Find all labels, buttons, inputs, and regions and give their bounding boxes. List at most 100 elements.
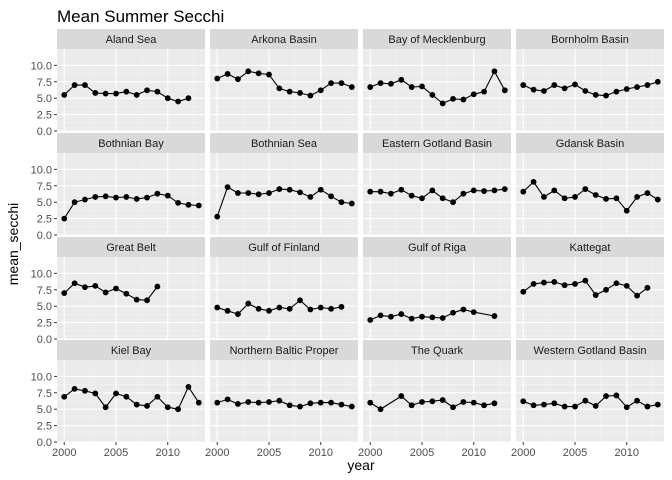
data-point xyxy=(491,187,498,194)
data-point xyxy=(102,90,109,97)
data-point xyxy=(185,201,192,208)
data-point xyxy=(603,286,609,293)
data-point xyxy=(377,188,384,195)
data-point xyxy=(470,187,477,194)
facet-panel: Gulf of Riga xyxy=(363,237,511,340)
data-point xyxy=(644,190,651,196)
facet-strip xyxy=(210,237,358,257)
data-point xyxy=(214,213,221,220)
data-point xyxy=(603,393,609,399)
data-point xyxy=(245,300,252,307)
data-point xyxy=(224,396,231,403)
y-tick-label: 0.0 xyxy=(37,437,52,449)
data-point xyxy=(551,82,558,88)
data-point xyxy=(582,186,589,192)
data-point xyxy=(164,95,171,102)
y-tick-label: 5.0 xyxy=(37,301,52,313)
data-point xyxy=(613,392,620,399)
data-point xyxy=(460,96,467,103)
data-point xyxy=(185,383,192,390)
data-point xyxy=(450,95,456,102)
data-point xyxy=(367,84,374,90)
data-point xyxy=(450,199,456,206)
y-tick-label: 10.0 xyxy=(31,60,52,72)
data-point xyxy=(348,84,355,90)
data-point xyxy=(613,88,620,95)
data-point xyxy=(623,86,630,92)
data-point xyxy=(82,196,88,203)
data-point xyxy=(123,88,130,95)
data-point xyxy=(266,71,272,78)
facet-strip xyxy=(363,29,511,49)
facet-panel: Aland Sea 0.0 2.5 5.0 7.5 10.0 xyxy=(31,29,205,138)
data-point xyxy=(144,403,150,409)
data-point xyxy=(419,195,425,202)
data-point xyxy=(286,402,293,409)
data-point xyxy=(113,194,119,201)
data-point xyxy=(541,401,547,408)
data-point xyxy=(367,188,374,195)
data-point xyxy=(460,399,467,405)
data-point xyxy=(338,80,345,87)
x-tick-label: 2010 xyxy=(155,447,179,459)
data-point xyxy=(102,404,109,411)
data-point xyxy=(450,309,456,316)
data-point xyxy=(286,88,293,95)
data-point xyxy=(561,195,568,202)
facet-strip-label: Gulf of Finland xyxy=(248,242,320,254)
data-point xyxy=(481,188,487,194)
data-point xyxy=(133,196,140,202)
data-point xyxy=(644,403,651,410)
facet-strip xyxy=(57,237,205,257)
data-point xyxy=(92,390,99,397)
data-point xyxy=(367,399,374,406)
data-point xyxy=(470,309,477,316)
data-point xyxy=(92,282,99,289)
data-point xyxy=(634,292,640,299)
data-point xyxy=(328,193,334,200)
data-point xyxy=(82,82,88,88)
data-point xyxy=(224,184,231,191)
facet-strip xyxy=(210,340,358,360)
data-point xyxy=(592,92,599,98)
data-point xyxy=(297,403,303,410)
data-point xyxy=(450,404,456,411)
data-point xyxy=(123,290,130,297)
data-point xyxy=(491,68,498,75)
data-point xyxy=(317,186,324,193)
facet-strip xyxy=(516,29,664,49)
data-point xyxy=(634,194,640,200)
data-point xyxy=(255,305,262,312)
data-point xyxy=(71,82,78,88)
data-point xyxy=(520,288,527,295)
data-point xyxy=(297,90,303,96)
y-tick-label: 2.5 xyxy=(37,421,52,433)
data-point xyxy=(297,189,303,196)
data-point xyxy=(338,303,345,310)
x-tick-label: 2000 xyxy=(205,447,229,459)
data-point xyxy=(307,306,314,313)
data-point xyxy=(164,192,171,199)
data-point xyxy=(164,404,171,411)
y-tick-label: 7.5 xyxy=(37,285,52,297)
data-point xyxy=(408,84,415,90)
data-point xyxy=(439,100,446,107)
data-point xyxy=(439,195,446,202)
data-point xyxy=(623,207,630,214)
facet-strip xyxy=(57,29,205,49)
data-point xyxy=(551,400,558,407)
x-tick-label: 2005 xyxy=(563,447,587,459)
data-point xyxy=(175,199,181,206)
data-point xyxy=(481,402,487,409)
facet-strip xyxy=(57,340,205,360)
data-point xyxy=(541,194,547,200)
data-point xyxy=(388,313,394,320)
data-point xyxy=(572,194,578,200)
data-point xyxy=(154,190,161,197)
y-tick-label: 7.5 xyxy=(37,388,52,400)
data-point xyxy=(408,402,415,409)
data-point xyxy=(429,92,436,98)
facet-panel: Bay of Mecklenburg xyxy=(363,29,511,132)
data-point xyxy=(634,397,640,404)
data-point xyxy=(144,194,150,201)
